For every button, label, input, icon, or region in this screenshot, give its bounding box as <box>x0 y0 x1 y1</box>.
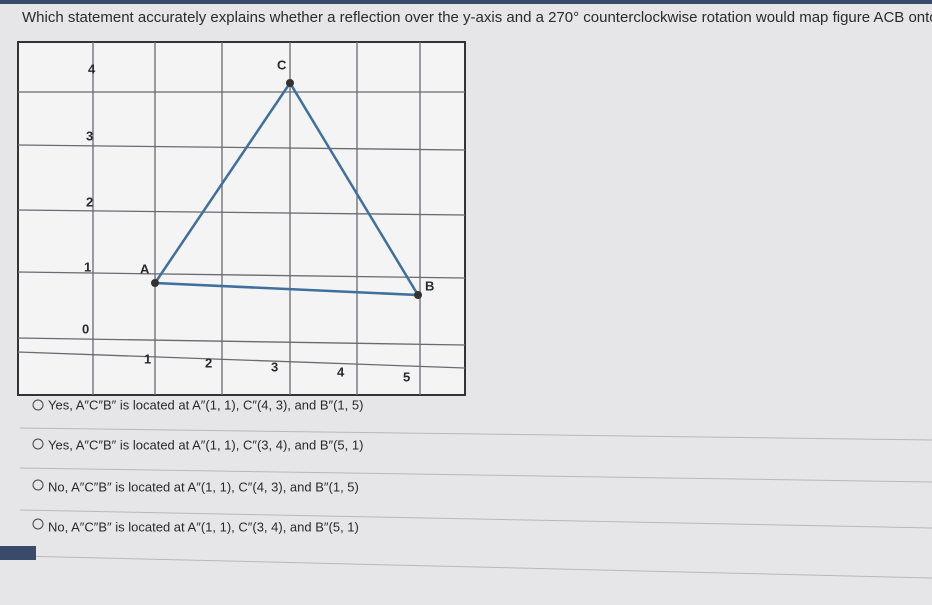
x-label: 4 <box>337 364 345 379</box>
option[interactable]: No, A″C″B″ is located at A″(1, 1), C″(3,… <box>32 518 359 534</box>
point-label: C <box>277 57 287 72</box>
coordinate-grid <box>17 41 466 396</box>
point-label: B <box>425 278 434 293</box>
vertex <box>151 279 159 287</box>
y-label: 3 <box>86 128 93 143</box>
separator <box>19 509 932 529</box>
option[interactable]: Yes, A″C″B″ is located at A″(1, 1), C″(3… <box>32 437 363 452</box>
x-label: 2 <box>205 355 212 370</box>
option-text[interactable]: No, A″C″B″ is located at A″(1, 1), C″(4,… <box>48 479 359 494</box>
radio[interactable] <box>32 518 44 530</box>
side-tab <box>0 546 36 560</box>
grid-line <box>17 337 466 346</box>
grid-line <box>17 144 466 151</box>
y-label: 4 <box>88 61 96 76</box>
x-axis <box>17 351 466 369</box>
grid-line <box>17 271 466 279</box>
x-label: 5 <box>403 369 410 384</box>
x-label: 3 <box>271 359 278 374</box>
grid-line <box>17 209 466 216</box>
option[interactable]: Yes, A″C″B″ is located at A″(1, 1), C″(4… <box>32 397 363 412</box>
radio[interactable] <box>32 479 44 491</box>
question: Which statement accurately explains whet… <box>22 9 932 26</box>
triangle <box>152 80 421 297</box>
y-label: 1 <box>84 259 91 274</box>
option-text[interactable]: Yes, A″C″B″ is located at A″(1, 1), C″(3… <box>48 437 363 452</box>
point-label: A <box>140 261 150 276</box>
radio[interactable] <box>32 438 44 450</box>
separator <box>19 555 932 579</box>
vertex <box>286 79 294 87</box>
option-text[interactable]: No, A″C″B″ is located at A″(1, 1), C″(3,… <box>48 519 359 534</box>
x-label: 1 <box>144 351 151 366</box>
separator <box>19 467 932 483</box>
y-label: 0 <box>82 321 89 336</box>
option[interactable]: No, A″C″B″ is located at A″(1, 1), C″(4,… <box>32 479 359 494</box>
separator <box>19 427 932 441</box>
radio[interactable] <box>32 399 44 411</box>
y-label: 2 <box>86 194 93 209</box>
option-text[interactable]: Yes, A″C″B″ is located at A″(1, 1), C″(4… <box>48 397 363 412</box>
vertex <box>414 291 422 299</box>
top-bar <box>0 0 932 4</box>
